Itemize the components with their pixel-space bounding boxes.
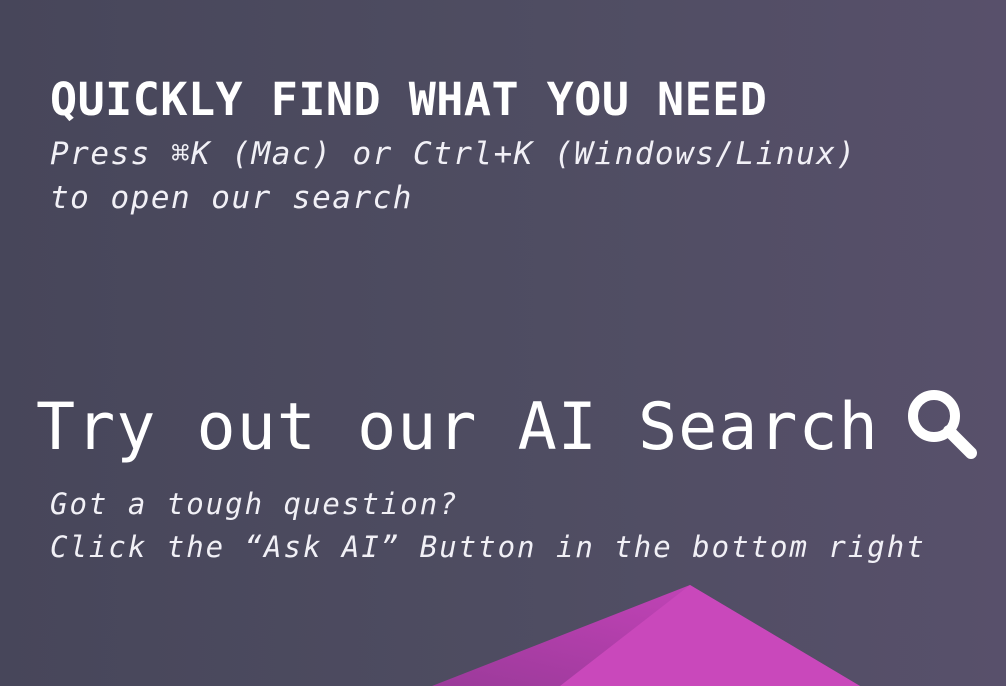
ai-search-subtitle: Got a tough question? Click the “Ask AI”… <box>50 483 926 569</box>
ai-subtitle-line-2: Click the “Ask AI” Button in the bottom … <box>50 530 926 564</box>
ai-subtitle-line-1: Got a tough question? <box>50 487 459 521</box>
search-heading: QUICKLY FIND WHAT YOU NEED <box>50 73 768 126</box>
ai-search-title-row: Try out our AI Search <box>36 388 979 468</box>
shortcut-hint-line-1: Press ⌘K (Mac) or Ctrl+K (Windows/Linux) <box>50 136 857 172</box>
ai-search-title: Try out our AI Search <box>36 390 879 465</box>
shortcut-hint-line-2: to open our search <box>50 180 413 216</box>
search-shortcut-hint: Press ⌘K (Mac) or Ctrl+K (Windows/Linux)… <box>50 132 857 220</box>
search-icon <box>907 390 977 459</box>
